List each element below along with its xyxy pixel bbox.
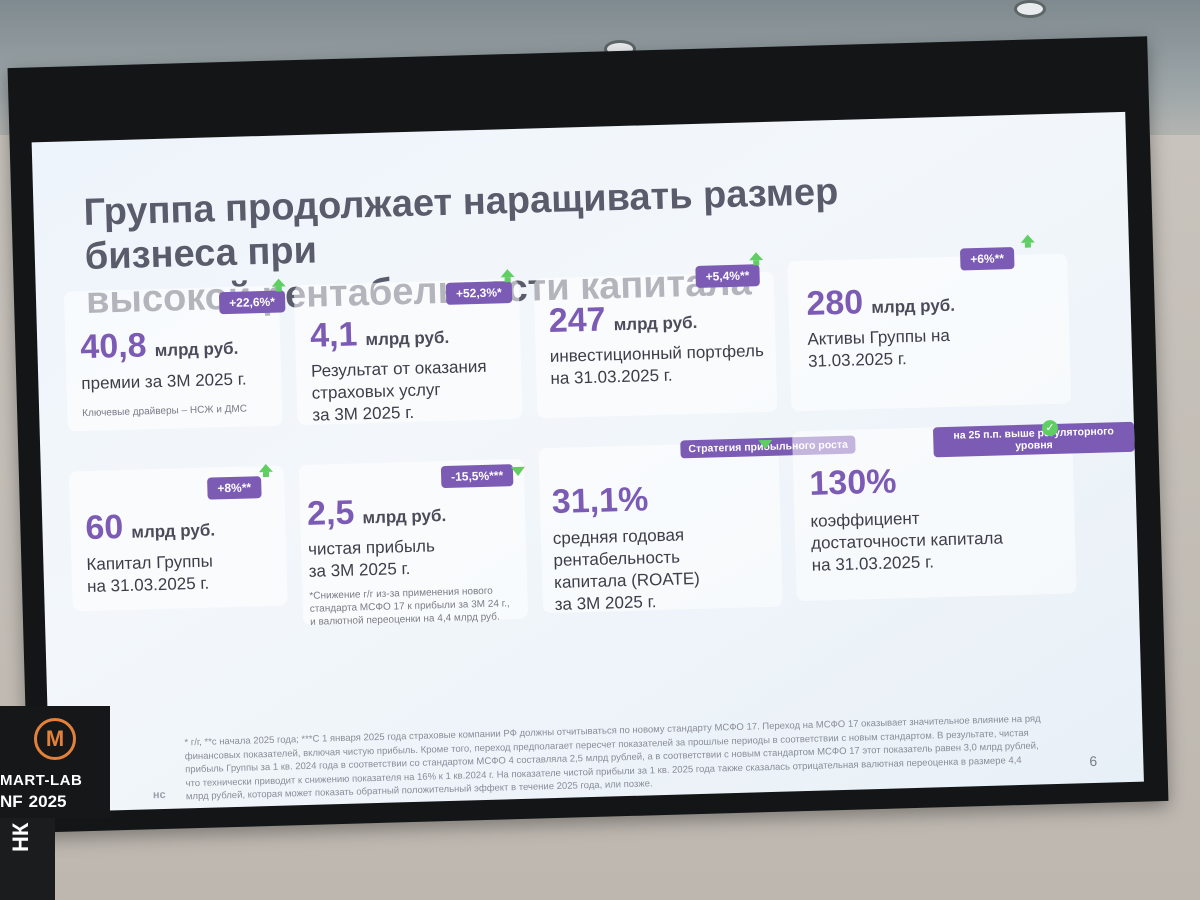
metric-desc-adequacy: коэффициент достаточности капитала на 31…: [810, 508, 1004, 575]
down-arrow-icon: [758, 439, 773, 450]
value: 40,8: [79, 326, 148, 367]
value: 60: [84, 508, 124, 548]
brand-mark: нс: [152, 788, 166, 802]
unit: млрд руб.: [871, 295, 956, 318]
up-arrow-icon: [748, 252, 764, 261]
unit: млрд руб.: [365, 327, 450, 350]
value: 4,1: [309, 315, 358, 355]
badge-assets: +6%**: [959, 247, 1015, 271]
podium-line2-prefix: NF: [0, 792, 23, 811]
value: 280: [805, 283, 864, 323]
value: 2,5: [306, 493, 355, 533]
value: 130%: [808, 462, 897, 503]
value: 31,1%: [551, 480, 649, 522]
badge-net-profit: -15,5%***: [440, 464, 514, 489]
metric-value-insurance-result: 4,1 млрд руб.: [310, 313, 450, 356]
unit: млрд руб.: [613, 312, 698, 335]
down-arrow-icon: [510, 466, 526, 477]
metric-value-net-profit: 2,5 млрд руб.: [307, 491, 447, 534]
unit: млрд руб.: [154, 338, 239, 361]
up-arrow-icon: [1020, 234, 1035, 243]
badge-insurance-result: +52,3%*: [445, 281, 513, 305]
unit: млрд руб.: [362, 505, 447, 528]
metric-desc-portfolio: инвестиционный портфель на 31.03.2025 г.: [549, 341, 765, 389]
conference-logo-icon: М: [34, 718, 76, 760]
up-arrow-icon: [271, 278, 286, 287]
conference-podium-sign: М MART-LAB NF 2025: [0, 706, 110, 818]
presentation-slide: Группа продолжает наращивать размер бизн…: [31, 111, 1144, 813]
badge-adequacy: на 25 п.п. выше регуляторного уровня: [932, 421, 1135, 458]
page-number: 6: [1089, 752, 1098, 770]
metric-value-roate: 31,1%: [551, 480, 648, 522]
up-arrow-icon: [500, 268, 515, 278]
slide-footnote: * г/г, **с начала 2025 года; ***С 1 янва…: [184, 713, 1041, 803]
metric-desc-roate: средняя годовая рентабельность капитала …: [552, 525, 701, 614]
podium-year: 2025: [28, 792, 67, 811]
ceiling-light-right: [1014, 0, 1046, 18]
up-arrow-icon: [258, 463, 273, 473]
metric-value-assets: 280 млрд руб.: [806, 281, 955, 324]
podium-side-text: НК: [8, 822, 33, 852]
podium-text-line1: MART-LAB: [0, 772, 83, 789]
metric-desc-net-profit: чистая прибыль за 3М 2025 г.: [307, 536, 436, 581]
metric-desc-capital: Капитал Группы на 31.03.2025 г.: [86, 551, 214, 597]
metric-note-net-profit: *Снижение г/г из-за применения нового ст…: [309, 585, 510, 628]
metric-value-premiums: 40,8 млрд руб.: [80, 324, 239, 367]
podium-text-line2: NF 2025: [0, 792, 110, 812]
metric-value-portfolio: 247 млрд руб.: [548, 298, 697, 341]
podium-side-panel: [0, 818, 55, 900]
badge-premiums: +22,6%*: [218, 290, 286, 315]
metric-value-capital: 60 млрд руб.: [85, 505, 216, 548]
metric-desc-assets: Активы Группы на 31.03.2025 г.: [807, 325, 951, 371]
unit: млрд руб.: [131, 520, 216, 542]
metric-value-adequacy: 130%: [809, 462, 897, 503]
metric-desc-premiums: премии за 3М 2025 г.: [81, 369, 247, 394]
projection-screen: Группа продолжает наращивать размер бизн…: [7, 36, 1169, 833]
badge-capital: +8%**: [207, 476, 262, 500]
metric-desc-insurance-result: Результат от оказания страховых услуг за…: [310, 356, 487, 425]
value: 247: [548, 300, 607, 341]
badge-portfolio: +5,4%**: [695, 264, 760, 288]
